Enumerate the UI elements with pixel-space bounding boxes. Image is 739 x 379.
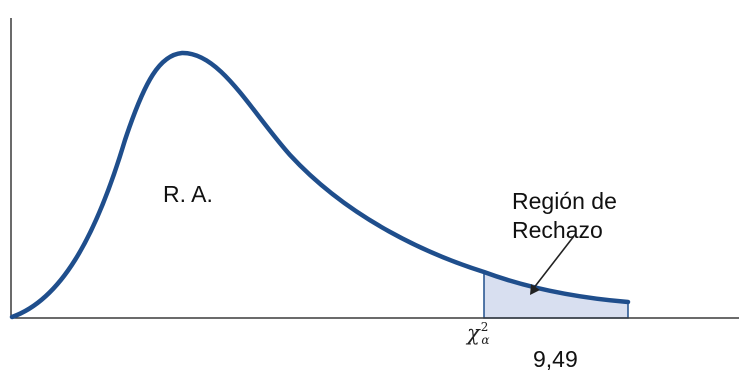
acceptance-region-label: R. A.: [163, 181, 213, 207]
chi-square-density-curve: [9, 50, 631, 320]
rejection-region-label-line1: Región de: [512, 188, 617, 214]
critical-value-symbol: χ2α: [467, 320, 495, 347]
chi-subscript: α: [481, 333, 490, 347]
critical-value-label: 9,49: [533, 346, 578, 372]
rejection-arrow-head: [530, 284, 540, 295]
chi-superscript: 2: [480, 320, 489, 334]
chi-symbol: χ: [467, 321, 480, 345]
rejection-region-label: Región de Rechazo: [512, 187, 617, 245]
rejection-arrow-line: [532, 235, 575, 290]
rejection-region-label-line2: Rechazo: [512, 217, 603, 243]
